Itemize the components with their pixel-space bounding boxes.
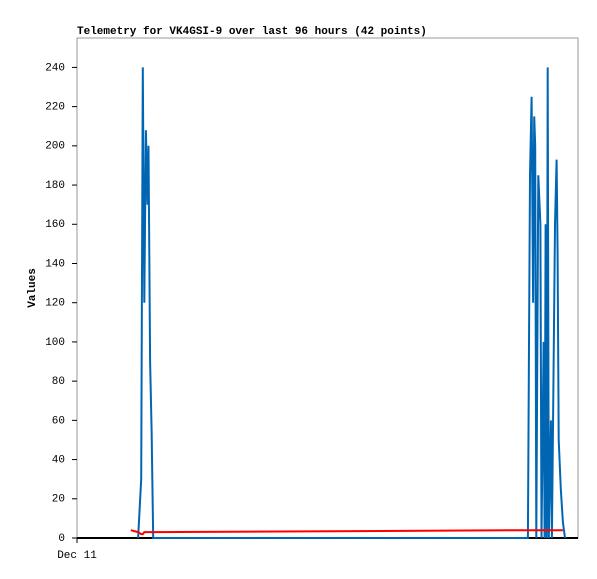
y-tick-label: 120 — [45, 298, 65, 310]
y-tick-label: 160 — [45, 219, 65, 231]
y-tick-label: 20 — [52, 494, 65, 506]
y-axis-label: Values — [27, 268, 39, 308]
y-tick-label: 180 — [45, 180, 65, 192]
y-tick-label: 240 — [45, 62, 65, 74]
chart-title: Telemetry for VK4GSI-9 over last 96 hour… — [77, 26, 427, 38]
x-tick-label: Dec 11 — [57, 550, 97, 562]
y-tick-label: 40 — [52, 454, 65, 466]
y-tick-label: 60 — [52, 415, 65, 427]
y-tick-label: 220 — [45, 102, 65, 114]
y-tick-label: 100 — [45, 337, 65, 349]
series-line — [137, 67, 566, 539]
series-line — [130, 529, 563, 536]
y-tick-label: 80 — [52, 376, 65, 388]
y-tick-label: 140 — [45, 258, 65, 270]
y-tick-label: 200 — [45, 141, 65, 153]
y-tick-label: 0 — [58, 533, 65, 545]
